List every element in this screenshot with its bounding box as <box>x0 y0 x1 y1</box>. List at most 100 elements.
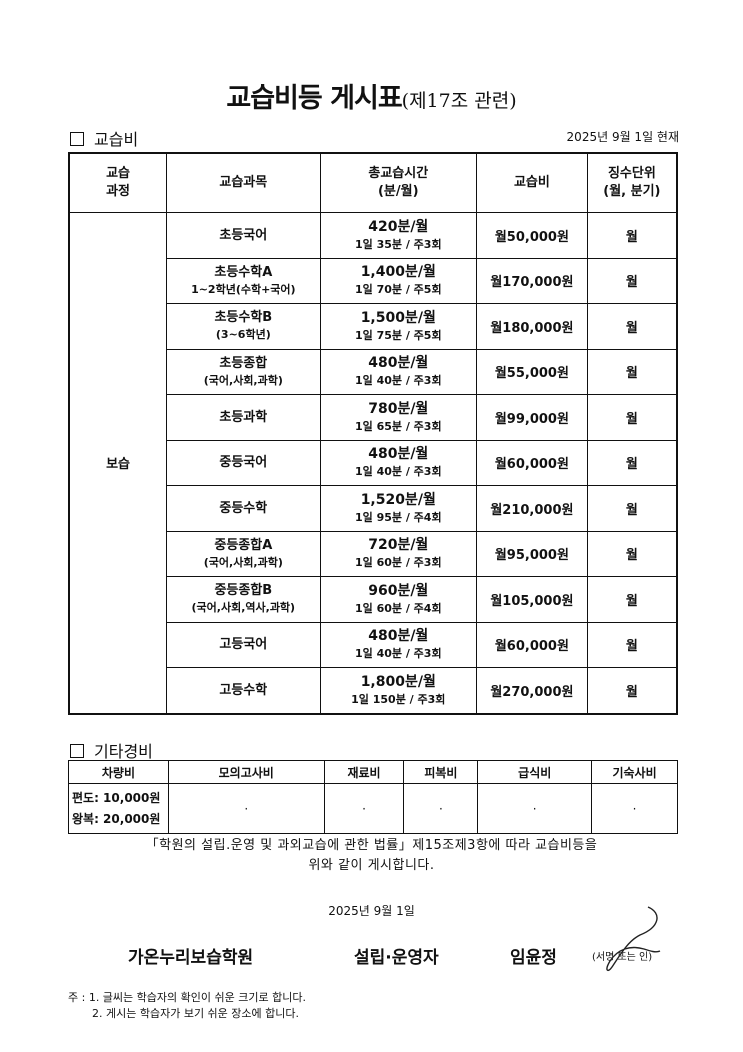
minutes-per-month: 420분/월 <box>368 218 429 235</box>
subject-cell: 중등종합A (국어,사회,과학) <box>166 530 321 577</box>
title-sub: (제17조 관련) <box>401 90 517 112</box>
header-subject: 교습과목 <box>166 152 321 213</box>
subject-name: 초등과학 <box>219 409 268 425</box>
course-cell: 보습 <box>68 212 168 714</box>
minutes-per-month: 780분/월 <box>368 400 429 417</box>
checkbox-square-icon <box>70 132 84 146</box>
unit-cell: 월 <box>586 257 678 304</box>
expense-header: 차량비 <box>68 760 169 784</box>
law-text-line1: 「학원의 설립.운영 및 과외교습에 관한 법률」제15조제3항에 따라 교습비… <box>145 838 598 853</box>
expense-value: · <box>323 783 405 834</box>
minutes-per-month: 1,520분/월 <box>360 491 436 508</box>
header-course-line: 교습 <box>106 166 131 181</box>
total-time-cell: 720분/월 1일 60분 / 주3회 <box>319 530 478 577</box>
subject-detail: (국어,사회,과학) <box>203 555 283 569</box>
subject-detail: (3~6학년) <box>215 328 271 342</box>
header-fee-line: 교습비 <box>513 175 550 190</box>
minutes-per-month: 480분/월 <box>368 628 429 645</box>
fee-cell: 월50,000원 <box>476 212 588 259</box>
total-time-cell: 1,520분/월 1일 95분 / 주4회 <box>319 485 478 532</box>
table-row: 편도: 10,000원 왕복: 20,000원 · · · · · <box>68 783 678 834</box>
total-time-cell: 960분/월 1일 60분 / 주4회 <box>319 576 478 623</box>
expense-header: 기숙사비 <box>591 760 678 784</box>
table-row: 중등종합A (국어,사회,과학) 720분/월 1일 60분 / 주3회 월95,000… <box>69 530 678 577</box>
tuition-table: 교습 과정 교습과목 총교습시간 (분/월) 교습비 징수단위 (월, 분기) 보습 초등국어 4… <box>68 152 678 715</box>
schedule: 1일 150분 / 주3회 <box>351 692 446 706</box>
table-row: 보습 초등국어 420분/월 1일 35분 / 주3회 월50,000원 월 <box>68 212 678 714</box>
schedule: 1일 40분 / 주3회 <box>354 465 442 479</box>
other-heading-text: 기타경비 <box>94 742 153 761</box>
law-text-line2: 위와 같이 게시합니다. <box>308 858 435 873</box>
total-time-cell: 480분/월 1일 40분 / 주3회 <box>319 348 478 395</box>
fee-cell: 월55,000원 <box>476 348 588 395</box>
fee-cell: 월105,000원 <box>476 576 588 623</box>
footnotes: 주 : 1. 글씨는 학습자의 확인이 쉬운 크기로 합니다. 2. 게시는 학… <box>68 990 306 1022</box>
unit-cell: 월 <box>586 530 678 577</box>
subject-cell: 초등수학B (3~6학년) <box>166 303 321 350</box>
subject-name: 중등종합B <box>214 583 273 599</box>
other-expenses-table: 차량비 모의고사비 재료비 피복비 급식비 기숙사비 편도: 10,000원 왕복: 20,… <box>68 760 678 834</box>
schedule: 1일 60분 / 주3회 <box>354 556 442 570</box>
subject-detail: (국어,사회,과학) <box>203 373 283 387</box>
subject-detail: (국어,사회,역사,과학) <box>191 601 296 615</box>
subject-cell: 초등국어 <box>166 212 321 259</box>
minutes-per-month: 960분/월 <box>368 582 429 599</box>
expense-value: · <box>167 783 325 834</box>
as-of-date: 2025년 9월 1일 현재 <box>566 130 679 144</box>
operator-name: 임윤정 <box>510 948 557 968</box>
vehicle-one-way: 편도: 10,000원 <box>72 790 161 805</box>
minutes-per-month: 480분/월 <box>368 355 429 372</box>
unit-cell: 월 <box>586 485 678 532</box>
header-total-time-line: (분/월) <box>377 184 419 199</box>
unit-cell: 월 <box>586 576 678 623</box>
total-time-cell: 480분/월 1일 40분 / 주3회 <box>319 439 478 486</box>
expense-header: 재료비 <box>323 760 405 784</box>
schedule: 1일 40분 / 주3회 <box>354 374 442 388</box>
unit-cell: 월 <box>586 348 678 395</box>
table-row: 초등수학A 1~2학년(수학+국어) 1,400분/월 1일 70분 / 주5회 월17… <box>69 257 678 304</box>
header-unit-line: 징수단위 <box>607 166 656 181</box>
operator-label: 설립·운영자 <box>354 948 439 968</box>
header-subject-line: 교습과목 <box>219 175 268 190</box>
unit-cell: 월 <box>586 439 678 486</box>
posting-date: 2025년 9월 1일 <box>328 904 415 918</box>
page-title: 교습비등 게시표(제17조 관련) <box>0 76 743 115</box>
handwritten-signature <box>606 906 661 972</box>
schedule: 1일 40분 / 주3회 <box>354 647 442 661</box>
unit-cell: 월 <box>586 212 678 259</box>
tuition-heading-text: 교습비 <box>94 130 139 149</box>
subject-name: 중등수학 <box>219 500 268 516</box>
subject-name: 초등종합 <box>219 355 268 371</box>
schedule: 1일 65분 / 주3회 <box>354 419 442 433</box>
fee-cell: 월270,000원 <box>476 667 588 714</box>
unit-cell: 월 <box>586 394 678 441</box>
header-course-line: 과정 <box>106 184 131 199</box>
header-unit-line: (월, 분기) <box>603 184 661 199</box>
note-2: 2. 게시는 학습자가 보기 쉬운 장소에 합니다. <box>92 1007 300 1020</box>
subject-name: 고등수학 <box>219 682 268 698</box>
minutes-per-month: 480분/월 <box>368 446 429 463</box>
total-time-cell: 1,400분/월 1일 70분 / 주5회 <box>319 257 478 304</box>
schedule: 1일 35분 / 주3회 <box>354 237 442 251</box>
subject-name: 초등국어 <box>219 227 268 243</box>
expense-value: · <box>403 783 479 834</box>
fee-cell: 월60,000원 <box>476 621 588 668</box>
subject-name: 중등국어 <box>219 455 268 471</box>
minutes-per-month: 1,400분/월 <box>360 264 436 281</box>
table-row: 초등종합 (국어,사회,과학) 480분/월 1일 40분 / 주3회 월55,000원… <box>69 348 678 395</box>
schedule: 1일 75분 / 주5회 <box>354 328 442 342</box>
tuition-section-heading: 교습비 <box>70 126 138 150</box>
header-unit: 징수단위 (월, 분기) <box>586 152 678 213</box>
subject-cell: 중등수학 <box>166 485 321 532</box>
expense-header: 모의고사비 <box>167 760 325 784</box>
title-main: 교습비등 게시표 <box>226 83 402 114</box>
table-row: 초등수학B (3~6학년) 1,500분/월 1일 75분 / 주5회 월180,000… <box>69 303 678 350</box>
subject-cell: 중등종합B (국어,사회,역사,과학) <box>166 576 321 623</box>
subject-name: 초등수학A <box>214 264 273 280</box>
minutes-per-month: 720분/월 <box>368 537 429 554</box>
minutes-per-month: 1,500분/월 <box>360 309 436 326</box>
note-1: 주 : 1. 글씨는 학습자의 확인이 쉬운 크기로 합니다. <box>68 991 306 1004</box>
subject-cell: 초등과학 <box>166 394 321 441</box>
subject-cell: 중등국어 <box>166 439 321 486</box>
